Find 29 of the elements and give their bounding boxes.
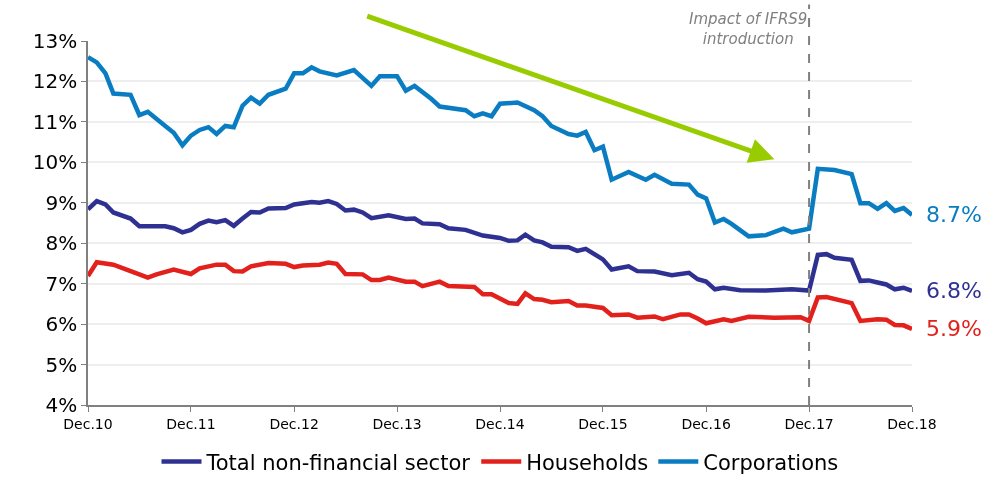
x-tick-label: Dec.11 xyxy=(166,415,216,432)
x-tick-label: Dec.13 xyxy=(372,415,422,432)
y-tick-label: 12% xyxy=(32,69,78,94)
x-tick-label: Dec.12 xyxy=(269,415,319,432)
x-tick-label: Dec.17 xyxy=(784,415,834,432)
legend-label: Corporations xyxy=(703,450,839,475)
legend-label: Total non-financial sector xyxy=(205,450,471,475)
line-series xyxy=(88,198,912,294)
x-tick-label: Dec.18 xyxy=(887,415,937,432)
ref-line-label: Impact of IFRS9 introduction xyxy=(689,10,808,48)
annotation: 8.7% xyxy=(926,202,982,227)
y-tick-label: 5% xyxy=(45,352,78,377)
annotation: 5.9% xyxy=(926,316,982,341)
y-tick-label: 8% xyxy=(45,231,78,256)
y-tick-label: 4% xyxy=(45,393,78,417)
y-tick-label: 11% xyxy=(32,109,78,134)
legend-label: Households xyxy=(526,450,649,475)
y-tick-label: 7% xyxy=(45,271,78,296)
x-tick-label: Dec.14 xyxy=(475,415,525,432)
annotation: 6.8% xyxy=(926,278,982,303)
y-tick-label: 6% xyxy=(45,312,78,337)
y-tick-label: 13% xyxy=(32,29,78,53)
x-tick-label: Dec.10 xyxy=(63,415,113,432)
x-tick-label: Dec.16 xyxy=(681,415,731,432)
y-tick-label: 9% xyxy=(45,190,78,215)
y-tick-label: 10% xyxy=(32,150,78,175)
x-tick-label: Dec.15 xyxy=(578,415,628,432)
line-series xyxy=(88,259,912,332)
line-series xyxy=(88,54,912,239)
